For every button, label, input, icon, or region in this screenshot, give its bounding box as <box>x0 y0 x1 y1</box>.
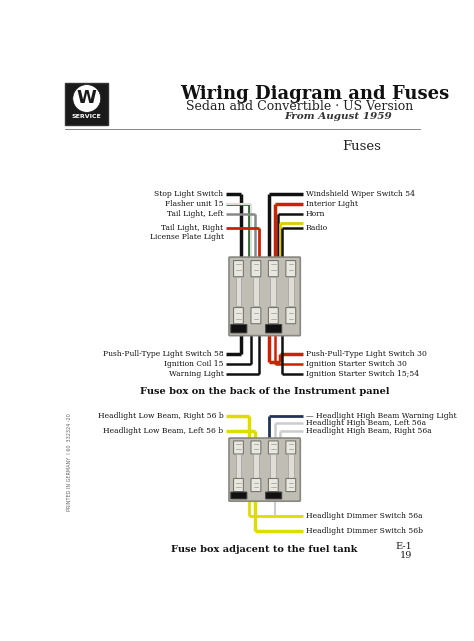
FancyBboxPatch shape <box>229 257 300 336</box>
Text: Headlight High Beam, Left 56a: Headlight High Beam, Left 56a <box>306 419 426 428</box>
FancyBboxPatch shape <box>234 441 243 454</box>
Text: Fuse box on the back of the Instrument panel: Fuse box on the back of the Instrument p… <box>140 387 389 395</box>
FancyBboxPatch shape <box>268 441 278 454</box>
Text: From August 1959: From August 1959 <box>284 112 392 121</box>
FancyBboxPatch shape <box>234 308 243 324</box>
Text: Headlight Low Beam, Right 56 b: Headlight Low Beam, Right 56 b <box>98 412 224 420</box>
Text: Warning Light: Warning Light <box>169 370 224 378</box>
Bar <box>288 454 294 478</box>
Text: Headlight Dimmer Switch 56b: Headlight Dimmer Switch 56b <box>306 527 423 535</box>
Text: Ignition Starter Switch 15;54: Ignition Starter Switch 15;54 <box>306 370 419 378</box>
Text: Headlight Low Beam, Left 56 b: Headlight Low Beam, Left 56 b <box>103 427 224 435</box>
FancyBboxPatch shape <box>234 478 243 492</box>
FancyBboxPatch shape <box>251 478 261 492</box>
FancyBboxPatch shape <box>265 492 282 499</box>
Bar <box>253 454 259 478</box>
Bar <box>288 277 294 306</box>
Bar <box>236 454 241 478</box>
Text: W: W <box>77 90 97 108</box>
Text: Tail Light, Left: Tail Light, Left <box>167 210 224 218</box>
Text: Ignition Coil 15: Ignition Coil 15 <box>164 360 224 368</box>
FancyBboxPatch shape <box>265 324 282 333</box>
Text: Fuses: Fuses <box>342 140 381 153</box>
Text: Flasher unit 15: Flasher unit 15 <box>165 200 224 208</box>
Text: License Plate Light: License Plate Light <box>150 233 224 241</box>
Text: 19: 19 <box>400 551 413 560</box>
FancyBboxPatch shape <box>251 308 261 324</box>
FancyBboxPatch shape <box>231 492 247 499</box>
Text: SERVICE: SERVICE <box>72 115 101 119</box>
Text: — Headlight High Beam Warning Light: — Headlight High Beam Warning Light <box>306 412 456 420</box>
Bar <box>253 277 259 306</box>
Text: Headlight Dimmer Switch 56a: Headlight Dimmer Switch 56a <box>306 512 422 520</box>
Bar <box>236 277 241 306</box>
Text: PRINTED IN GERMANY  I 60  332324 -20: PRINTED IN GERMANY I 60 332324 -20 <box>67 413 72 511</box>
FancyBboxPatch shape <box>268 260 278 277</box>
Bar <box>271 277 276 306</box>
Text: Push-Pull-Type Light Switch 58: Push-Pull-Type Light Switch 58 <box>103 350 224 358</box>
FancyBboxPatch shape <box>286 478 296 492</box>
FancyBboxPatch shape <box>251 441 261 454</box>
FancyBboxPatch shape <box>286 308 296 324</box>
Text: Fuse box adjacent to the fuel tank: Fuse box adjacent to the fuel tank <box>172 545 358 554</box>
Text: Interior Light: Interior Light <box>306 200 358 208</box>
Text: Ignition Starter Switch 30: Ignition Starter Switch 30 <box>306 360 407 368</box>
Text: Sedan and Convertible · US Version: Sedan and Convertible · US Version <box>186 100 413 113</box>
FancyBboxPatch shape <box>268 478 278 492</box>
Text: Tail Light, Right: Tail Light, Right <box>162 224 224 232</box>
Text: Headlight High Beam, Right 56a: Headlight High Beam, Right 56a <box>306 427 431 435</box>
Text: Horn: Horn <box>306 210 325 218</box>
Text: Radio: Radio <box>306 224 328 232</box>
Text: Push-Pull-Type Light Switch 30: Push-Pull-Type Light Switch 30 <box>306 350 427 358</box>
Bar <box>65 83 108 126</box>
FancyBboxPatch shape <box>251 260 261 277</box>
FancyBboxPatch shape <box>286 441 296 454</box>
FancyBboxPatch shape <box>234 260 243 277</box>
FancyBboxPatch shape <box>231 324 247 333</box>
FancyBboxPatch shape <box>229 438 300 501</box>
Text: Wiring Diagram and Fuses: Wiring Diagram and Fuses <box>181 85 450 103</box>
Bar <box>271 454 276 478</box>
Circle shape <box>73 85 100 112</box>
Text: Windshield Wiper Switch 54: Windshield Wiper Switch 54 <box>306 190 415 198</box>
Text: E-1: E-1 <box>396 542 413 551</box>
FancyBboxPatch shape <box>286 260 296 277</box>
FancyBboxPatch shape <box>268 308 278 324</box>
Text: Stop Light Switch: Stop Light Switch <box>155 190 224 198</box>
